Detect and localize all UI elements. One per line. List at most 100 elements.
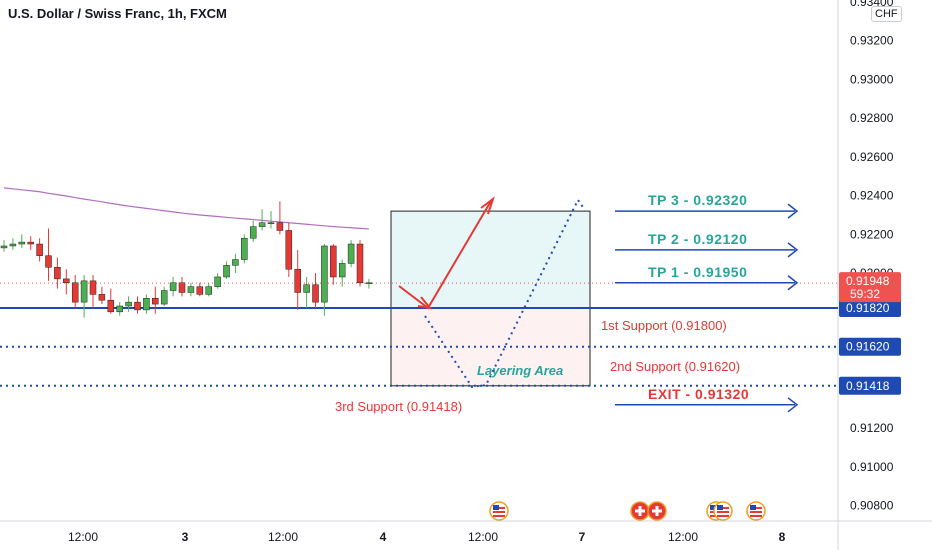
candle-body	[71, 282, 79, 303]
y-tick-label: 0.90800	[850, 499, 894, 513]
arrow-head-icon	[417, 296, 433, 310]
y-tick-label: 0.91200	[850, 421, 894, 435]
candle[interactable]	[63, 269, 70, 295]
candle[interactable]	[125, 296, 132, 312]
moving-average-line	[3, 187, 369, 230]
x-tick-label: 12:00	[68, 530, 98, 544]
candle[interactable]	[232, 253, 239, 274]
candle[interactable]	[160, 286, 168, 307]
x-tick-label: 12:00	[468, 530, 498, 544]
candle-body	[169, 282, 177, 291]
price-label-bg	[839, 298, 901, 317]
candle-body	[232, 259, 239, 266]
candle[interactable]	[338, 259, 346, 287]
support-3-label: 3rd Support (0.91418)	[335, 399, 462, 414]
candle-body	[45, 255, 52, 268]
candle[interactable]	[294, 249, 301, 310]
price-label-bg	[839, 376, 901, 395]
candle[interactable]	[321, 244, 328, 316]
candle[interactable]	[365, 278, 373, 289]
us-flag-icon[interactable]	[489, 501, 509, 521]
us-flag-icon[interactable]	[713, 501, 733, 521]
candle-body	[312, 284, 319, 303]
x-tick-label: 8	[779, 530, 786, 544]
price-label: 0.91820	[846, 301, 890, 315]
candle[interactable]	[71, 275, 79, 308]
arrow-head-icon	[787, 203, 799, 219]
profit-zone	[390, 210, 591, 309]
candle[interactable]	[312, 273, 319, 308]
candle[interactable]	[116, 302, 123, 316]
candle-body	[36, 243, 43, 256]
candle-body	[125, 301, 132, 307]
candle-body	[223, 265, 230, 278]
candle-body	[356, 243, 364, 284]
y-tick-label: 0.91000	[850, 460, 894, 474]
y-tick-label: 0.92400	[850, 189, 894, 203]
candle[interactable]	[36, 238, 43, 262]
candle-body	[196, 286, 204, 295]
candle-body	[152, 298, 159, 305]
candle-body	[267, 222, 275, 224]
arrow-head-icon	[787, 397, 799, 413]
candle[interactable]	[223, 261, 230, 279]
candle[interactable]	[18, 234, 26, 248]
us-flag-icon[interactable]	[746, 501, 766, 521]
price-label: 0.91418	[846, 379, 890, 393]
candle[interactable]	[178, 276, 186, 297]
take-profit-label: TP 2 - 0.92120	[648, 231, 747, 247]
candle[interactable]	[134, 296, 141, 314]
candle[interactable]	[347, 240, 355, 268]
candle-body	[338, 263, 346, 278]
candle[interactable]	[276, 201, 284, 235]
candle[interactable]	[205, 282, 212, 297]
candle-body	[160, 290, 168, 305]
candle[interactable]	[0, 240, 8, 252]
candle[interactable]	[187, 282, 195, 297]
candle[interactable]	[152, 286, 159, 314]
candle[interactable]	[258, 209, 266, 231]
take-profit-label: TP 1 - 0.91950	[648, 264, 747, 280]
candle[interactable]	[196, 282, 204, 297]
candle[interactable]	[27, 236, 34, 250]
candle[interactable]	[214, 273, 221, 289]
candle[interactable]	[330, 244, 337, 285]
candle[interactable]	[241, 234, 248, 264]
candle[interactable]	[107, 288, 115, 314]
candle[interactable]	[98, 286, 106, 305]
candle[interactable]	[54, 257, 61, 289]
candle-body	[187, 286, 195, 293]
candle-body	[365, 282, 373, 285]
candle[interactable]	[80, 275, 88, 318]
price-label: 0.91620	[846, 340, 890, 354]
y-tick-label: 0.92200	[850, 227, 894, 241]
candle-body	[116, 305, 123, 313]
candle[interactable]	[303, 276, 310, 308]
candle-countdown: 59:32	[850, 287, 880, 301]
candle[interactable]	[143, 294, 150, 314]
candle[interactable]	[45, 228, 52, 281]
x-tick-label: 7	[579, 530, 586, 544]
candle-body	[0, 245, 8, 249]
currency-badge[interactable]: CHF	[871, 6, 902, 22]
candle-body	[258, 222, 266, 227]
current-price-label: 0.91948	[846, 274, 890, 288]
candle[interactable]	[169, 276, 177, 297]
candle-body	[143, 298, 150, 311]
swiss-flag-icon[interactable]	[630, 501, 650, 521]
candle-body	[214, 276, 221, 287]
arrow-head-icon	[787, 275, 799, 291]
arrow-head-icon	[480, 196, 495, 215]
candle[interactable]	[249, 220, 257, 243]
candle[interactable]	[89, 275, 97, 308]
candle-body	[205, 286, 212, 295]
candle-body	[178, 282, 186, 293]
candle[interactable]	[9, 238, 17, 250]
candle[interactable]	[285, 222, 293, 277]
candle[interactable]	[267, 211, 275, 229]
candle[interactable]	[356, 240, 364, 287]
candle-body	[294, 268, 301, 293]
swiss-flag-icon[interactable]	[647, 501, 667, 521]
